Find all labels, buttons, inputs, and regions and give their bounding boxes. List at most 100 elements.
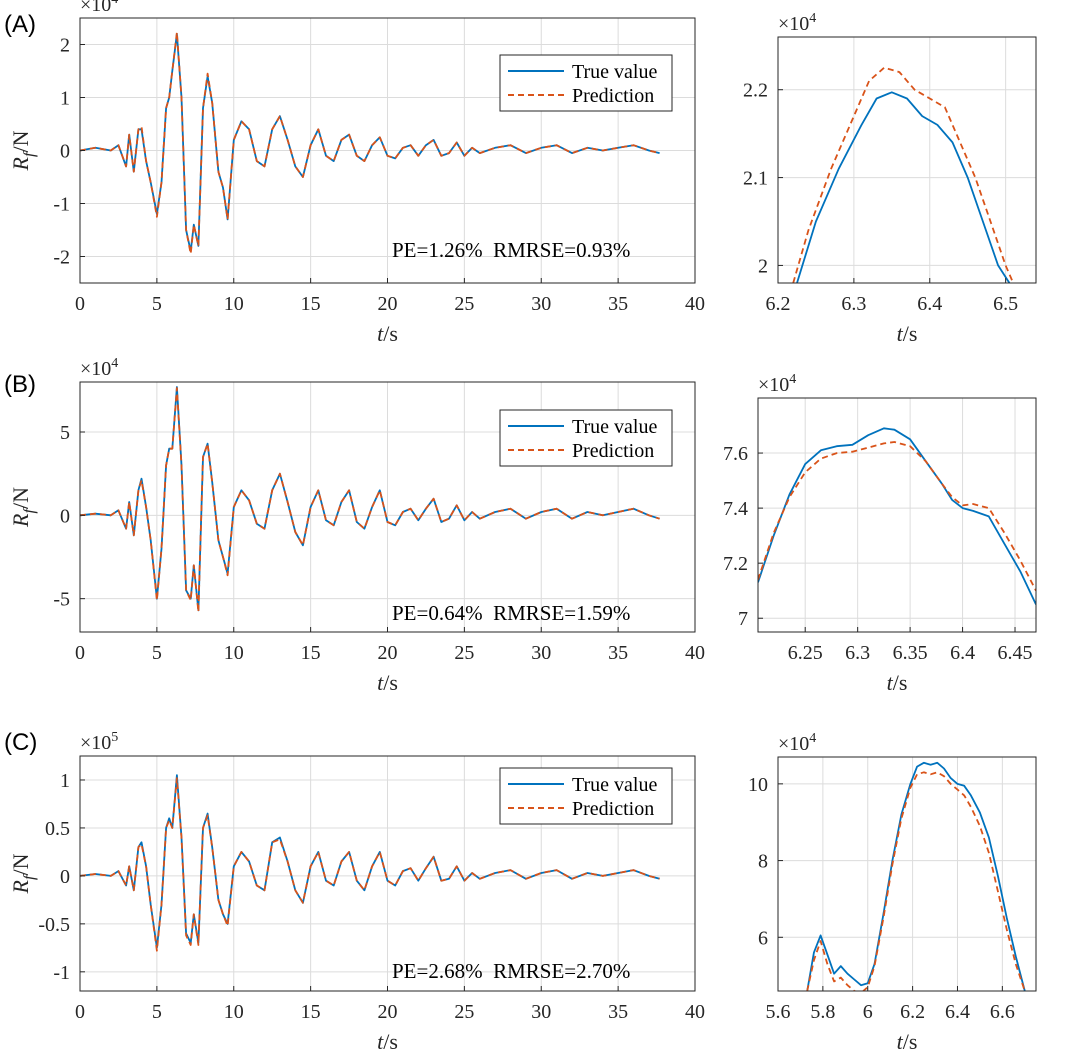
- true-value-series-line: [796, 91, 1011, 283]
- legend-box: [499, 409, 673, 467]
- x-tick-label: 20: [378, 1001, 398, 1023]
- x-axis-label-variable: t: [377, 321, 384, 346]
- y-axis-label-subscript: f: [21, 150, 38, 157]
- x-tick-label: 15: [301, 642, 321, 664]
- y-tick-label: 1: [60, 88, 70, 110]
- legend-box: [499, 54, 673, 112]
- x-axis-label: t/s: [897, 1029, 918, 1054]
- y-tick-label: 7: [738, 608, 748, 630]
- legend-prediction-label: Prediction: [572, 440, 654, 462]
- axis-exponent-superscript: 5: [111, 730, 118, 745]
- y-axis-label-variable: R: [8, 156, 33, 171]
- x-tick-label: 20: [378, 642, 398, 664]
- x-axis-label-unit: /s: [903, 1029, 918, 1054]
- x-tick-label: 6.6: [990, 1001, 1015, 1023]
- axis-exponent-superscript: 4: [809, 11, 816, 26]
- prediction-series-line: [792, 66, 1015, 283]
- y-tick-label: -2: [53, 247, 70, 269]
- true-value-series-line: [758, 427, 1036, 605]
- x-tick-label: 0: [75, 1001, 85, 1023]
- chart-panel-3: 0 5 10 15 20 25 30 35 40 -5 0 5 ×104 t/s Rf/N True valu…: [4, 356, 705, 695]
- x-axis-label-variable: t: [377, 670, 384, 695]
- x-tick-label: 30: [531, 642, 551, 664]
- x-tick-label: 6.2: [900, 1001, 925, 1023]
- chart-panel-1: 0 5 10 15 20 25 30 35 40 -2 -1 0 1 2 ×104 t/s Rf/N True v…: [4, 0, 705, 346]
- y-axis-label-unit: /N: [8, 853, 33, 875]
- x-tick-label: 0: [75, 642, 85, 664]
- legend-prediction-label: Prediction: [572, 85, 654, 107]
- x-tick-label: 6.4: [950, 642, 975, 664]
- y-tick-label: 8: [758, 851, 768, 873]
- axis-exponent-label: ×104: [80, 0, 118, 16]
- x-tick-label: 25: [454, 293, 474, 315]
- y-axis-label-variable: R: [8, 513, 33, 528]
- x-axis-label-variable: t: [377, 1029, 384, 1054]
- y-tick-label: 2: [758, 255, 768, 277]
- y-axis-label-unit: /N: [8, 130, 33, 152]
- axis-exponent-label: ×104: [778, 731, 816, 755]
- y-axis-label-variable: R: [8, 879, 33, 894]
- x-tick-label: 35: [608, 1001, 628, 1023]
- y-tick-label: -0.5: [38, 914, 70, 936]
- legend-true-value-label: True value: [572, 416, 657, 438]
- y-tick-label: 5: [60, 422, 70, 444]
- x-axis-label: t/s: [377, 1029, 398, 1054]
- x-tick-label: 30: [531, 1001, 551, 1023]
- x-axis-label-variable: t: [887, 670, 894, 695]
- x-tick-label: 40: [685, 293, 705, 315]
- y-tick-label: -1: [53, 962, 70, 984]
- axis-exponent-superscript: 4: [111, 0, 118, 7]
- x-tick-label: 6.45: [998, 642, 1033, 664]
- x-tick-label: 25: [454, 642, 474, 664]
- y-tick-label: 0: [60, 505, 70, 527]
- x-tick-label: 5.6: [766, 1001, 791, 1023]
- x-tick-label: 5: [152, 642, 162, 664]
- legend-box: [499, 767, 673, 825]
- axis-exponent-superscript: 4: [789, 372, 796, 387]
- axis-exponent-label: ×105: [80, 730, 118, 754]
- axis-exponent-label: ×104: [778, 11, 816, 35]
- y-tick-label: 6: [758, 927, 768, 949]
- metrics-annotation: PE=0.64% RMRSE=1.59%: [392, 601, 630, 625]
- metrics-annotation: PE=2.68% RMRSE=2.70%: [392, 959, 630, 983]
- prediction-series-line: [80, 387, 660, 613]
- x-axis-label-unit: /s: [383, 1029, 398, 1054]
- x-axis-label-unit: /s: [893, 670, 908, 695]
- chart-panel-2: 6.2 6.3 6.4 6.5 2 2.1 2.2 ×104 t/s: [743, 11, 1037, 346]
- x-tick-label: 25: [454, 1001, 474, 1023]
- y-tick-label: 2.2: [743, 80, 768, 102]
- axes-box: [777, 756, 1037, 992]
- prediction-series-line: [80, 777, 660, 952]
- y-tick-label: 7.2: [723, 553, 748, 575]
- x-axis-label: t/s: [897, 321, 918, 346]
- axis-exponent-superscript: 4: [111, 356, 118, 371]
- x-tick-label: 5: [152, 293, 162, 315]
- x-tick-label: 6.5: [993, 293, 1018, 315]
- x-tick-label: 6.4: [945, 1001, 970, 1023]
- legend-prediction-label: Prediction: [572, 798, 654, 820]
- prediction-series-line: [758, 441, 1036, 592]
- prediction-series-line: [80, 31, 660, 255]
- panel-label: (C): [4, 729, 37, 756]
- chart-panel-5: 0 5 10 15 20 25 30 35 40 -1 -0.5 0 0.5 1 ×105 t/s Rf/N Tr…: [4, 729, 705, 1054]
- y-tick-label: 7.6: [723, 443, 748, 465]
- legend-true-value-label: True value: [572, 774, 657, 796]
- axes-box: [777, 36, 1037, 284]
- x-tick-label: 35: [608, 293, 628, 315]
- y-tick-label: 0: [60, 141, 70, 163]
- x-axis-label-unit: /s: [383, 321, 398, 346]
- y-axis-label: Rf/N: [8, 487, 38, 528]
- x-tick-label: 5: [152, 1001, 162, 1023]
- chart-panel-4: 6.25 6.3 6.35 6.4 6.45 7 7.2 7.4 7.6 ×104 t/s: [723, 372, 1037, 695]
- x-tick-label: 5.8: [810, 1001, 835, 1023]
- x-tick-label: 10: [224, 1001, 244, 1023]
- x-tick-label: 0: [75, 293, 85, 315]
- metrics-annotation: PE=1.26% RMRSE=0.93%: [392, 238, 630, 262]
- x-tick-label: 6: [863, 1001, 873, 1023]
- x-tick-label: 6.4: [917, 293, 942, 315]
- axis-exponent-superscript: 4: [809, 731, 816, 746]
- axes-box: [757, 397, 1037, 633]
- x-axis-label-variable: t: [897, 321, 904, 346]
- prediction-series-line: [806, 771, 1026, 991]
